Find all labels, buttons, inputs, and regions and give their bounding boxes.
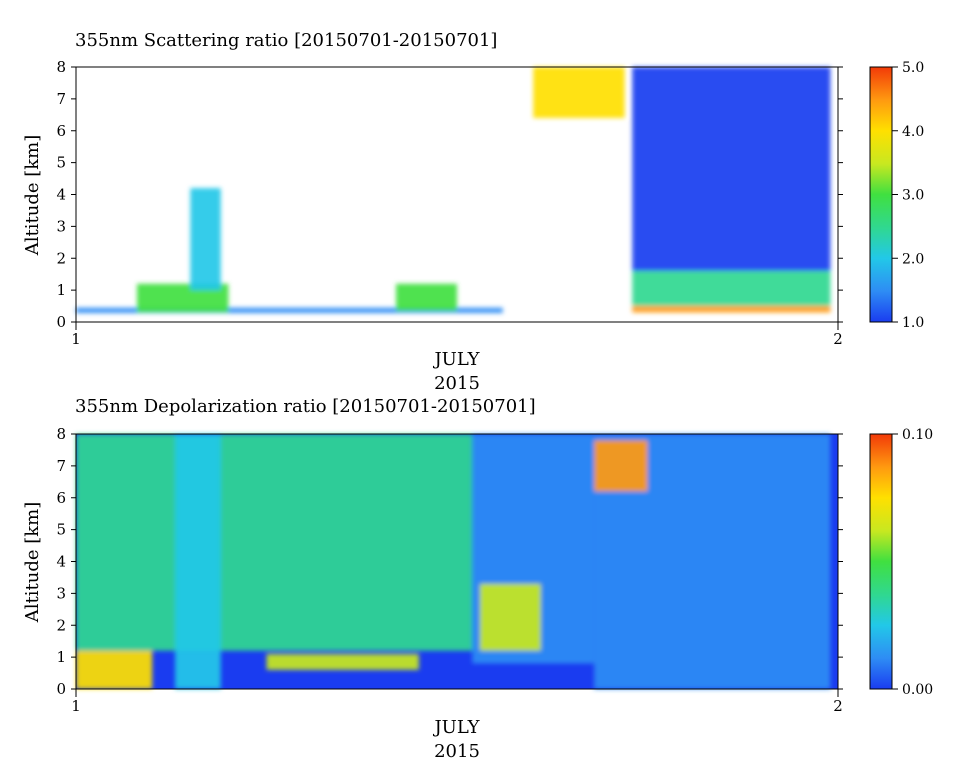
x-axis-year: 2015	[434, 741, 480, 762]
y-tick-label: 5	[56, 521, 66, 539]
x-axis-year: 2015	[434, 373, 480, 394]
colorbar: 1.0 2.0 3.0 4.0 5.0	[869, 60, 924, 331]
depolarization-ratio-panel: 355nm Depolarization ratio [20150701-201…	[22, 396, 933, 762]
colorbar-tick-label: 0.00	[902, 682, 933, 698]
y-tick-label: 3	[56, 584, 66, 602]
data-region	[76, 434, 473, 651]
data-regions	[76, 434, 838, 689]
data-region	[76, 307, 503, 314]
y-axis: 0 1 2 3 4 5 6 7 8	[56, 58, 843, 331]
y-tick-label: 4	[56, 186, 66, 204]
colorbar-tick-label: 3.0	[902, 188, 924, 204]
y-tick-label: 8	[56, 425, 66, 443]
chart-title: 355nm Depolarization ratio [20150701-201…	[75, 396, 536, 417]
data-region	[632, 306, 831, 313]
x-tick-label: 1	[71, 330, 81, 348]
x-axis-label: JULY	[432, 717, 480, 738]
colorbar-tick-label: 1.0	[902, 315, 924, 331]
y-tick-label: 1	[56, 281, 66, 299]
x-axis: 1 2 JULY 2015	[71, 322, 843, 394]
y-tick-label: 3	[56, 217, 66, 235]
x-axis-label: JULY	[432, 349, 480, 370]
chart-title: 355nm Scattering ratio [20150701-2015070…	[75, 30, 497, 51]
data-region	[396, 283, 457, 311]
data-region	[76, 650, 153, 689]
data-region	[594, 440, 648, 492]
data-regions	[76, 67, 838, 322]
data-region	[632, 67, 831, 271]
y-axis-label: Altitude [km]	[22, 135, 43, 257]
data-region	[479, 583, 541, 651]
x-tick-label: 1	[71, 697, 81, 715]
y-tick-label: 8	[56, 58, 66, 76]
colorbar-tick-label: 4.0	[902, 124, 924, 140]
y-tick-label: 2	[56, 249, 66, 267]
data-region	[190, 188, 221, 291]
y-tick-label: 5	[56, 154, 66, 172]
y-tick-label: 7	[56, 90, 66, 108]
y-tick-label: 2	[56, 616, 66, 634]
y-tick-label: 6	[56, 122, 66, 140]
y-axis: 0 1 2 3 4 5 6 7 8	[56, 425, 843, 698]
x-tick-label: 2	[833, 330, 843, 348]
y-tick-label: 4	[56, 553, 66, 571]
colorbar-tick-label: 0.10	[902, 427, 933, 443]
y-tick-label: 0	[56, 313, 66, 331]
data-region	[175, 434, 221, 689]
y-tick-label: 1	[56, 648, 66, 666]
data-region	[266, 653, 419, 670]
colorbar-gradient	[869, 66, 893, 323]
colorbar-gradient	[869, 433, 893, 690]
y-tick-label: 7	[56, 457, 66, 475]
y-axis-label: Altitude [km]	[22, 502, 43, 624]
y-tick-label: 6	[56, 489, 66, 507]
x-axis: 1 2 JULY 2015	[71, 689, 843, 762]
colorbar: 0.00 0.10	[869, 427, 933, 698]
scattering-ratio-panel: 355nm Scattering ratio [20150701-2015070…	[22, 30, 924, 394]
data-region	[533, 67, 625, 118]
colorbar-tick-label: 5.0	[902, 60, 924, 76]
data-region	[632, 271, 831, 307]
y-tick-label: 0	[56, 680, 66, 698]
x-tick-label: 2	[833, 697, 843, 715]
colorbar-tick-label: 2.0	[902, 251, 924, 267]
